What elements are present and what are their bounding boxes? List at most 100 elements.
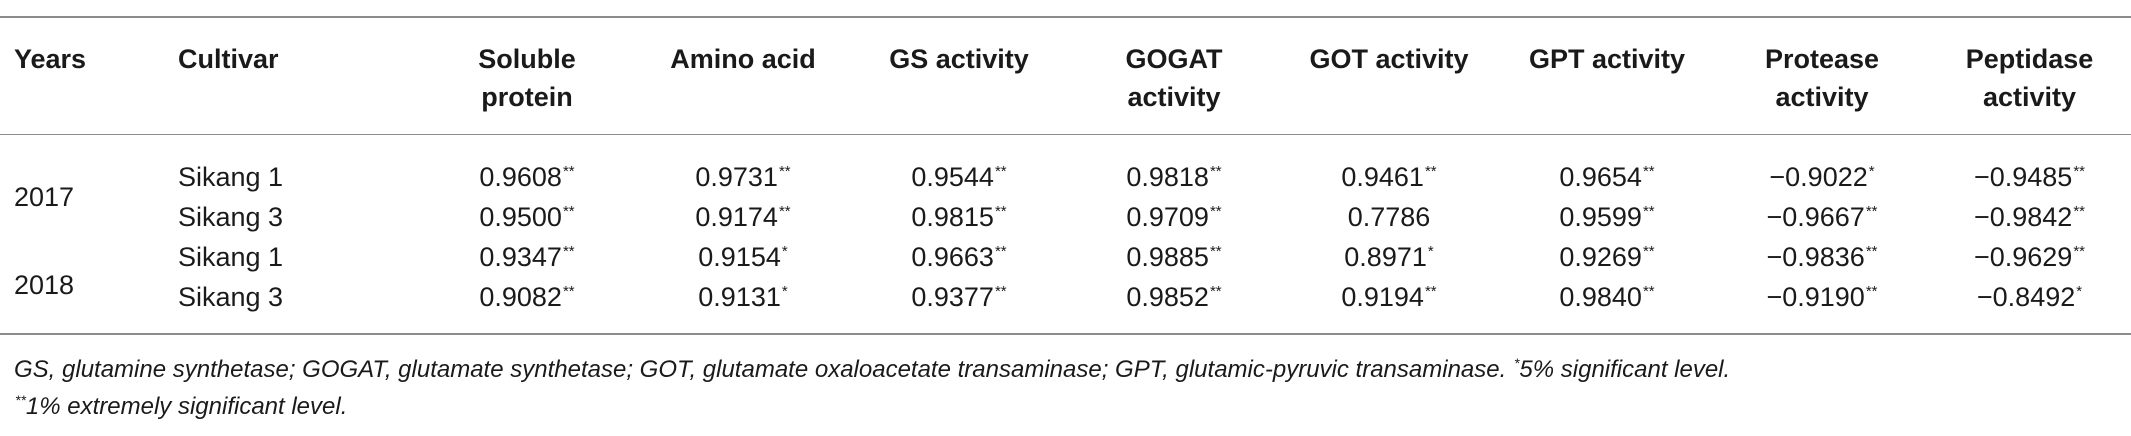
table-body: 2017 Sikang 1 0.9608** 0.9731** 0.9544** 0.98… xyxy=(0,135,2131,333)
correlation-value: 0.9544 xyxy=(911,162,994,192)
significance-mark: ** xyxy=(562,163,575,180)
correlation-value: −0.8492 xyxy=(1976,282,2076,312)
significance-mark: ** xyxy=(562,283,575,300)
column-header: GOGAT activity xyxy=(1068,18,1280,134)
correlation-value: 0.9818 xyxy=(1126,162,1209,192)
value-cell: 0.9663** xyxy=(850,237,1068,277)
column-header-line: Cultivar xyxy=(178,44,279,74)
column-header-line: GOT activity xyxy=(1309,44,1469,74)
significance-mark: ** xyxy=(1642,163,1655,180)
correlation-value: 0.9131 xyxy=(698,282,781,312)
value-cell: 0.8971* xyxy=(1280,237,1498,277)
correlation-value: 0.9654 xyxy=(1559,162,1642,192)
footnote-line-1: GS, glutamine synthetase; GOGAT, glutama… xyxy=(14,351,1730,388)
significance-mark: * xyxy=(781,243,788,260)
correlation-value: 0.9174 xyxy=(695,202,778,232)
significance-mark: ** xyxy=(1642,203,1655,220)
value-cell: 0.9174** xyxy=(636,197,850,237)
table-top-rule xyxy=(0,16,2131,18)
footnote-abbreviations: GS, glutamine synthetase; GOGAT, glutama… xyxy=(14,356,1513,383)
correlation-table-body: 2017 Sikang 1 0.9608** 0.9731** 0.9544** 0.98… xyxy=(0,135,2131,333)
value-cell: −0.9667** xyxy=(1716,197,1928,237)
year-cell: 2018 xyxy=(14,270,75,300)
column-header: Amino acid xyxy=(636,18,850,134)
correlation-value: 0.9885 xyxy=(1126,242,1209,272)
correlation-value: 0.9377 xyxy=(911,282,994,312)
significance-mark: ** xyxy=(1865,243,1878,260)
correlation-table-container: Years Cultivar Soluble protein Amino acid GS … xyxy=(0,16,2131,335)
value-cell: 0.9194** xyxy=(1280,277,1498,333)
correlation-table: Years Cultivar Soluble protein Amino acid GS … xyxy=(0,18,2131,134)
value-cell: 0.9082** xyxy=(418,277,636,333)
correlation-value: 0.9461 xyxy=(1341,162,1424,192)
column-header: Years xyxy=(0,18,178,134)
significance-mark: ** xyxy=(1424,163,1437,180)
column-header-line: GPT activity xyxy=(1528,44,1686,74)
value-cell: −0.9836** xyxy=(1716,237,1928,277)
significance-mark: ** xyxy=(2073,163,2086,180)
year-cell: 2017 xyxy=(14,182,75,212)
correlation-value: −0.9667 xyxy=(1766,202,1865,232)
column-header: Peptidase activity xyxy=(1928,18,2131,134)
significance-mark: ** xyxy=(1642,283,1655,300)
value-cell: −0.8492* xyxy=(1928,277,2131,333)
significance-mark: ** xyxy=(994,283,1007,300)
correlation-value: −0.9629 xyxy=(1973,242,2073,272)
column-header-line: Years xyxy=(14,44,87,74)
correlation-value: 0.7786 xyxy=(1347,202,1431,232)
column-header-line: Protease xyxy=(1764,44,1880,74)
value-cell: 0.9840** xyxy=(1498,277,1716,333)
significance-mark: ** xyxy=(2073,243,2086,260)
header-bottom-rule xyxy=(0,134,2131,135)
correlation-value: −0.9842 xyxy=(1973,202,2073,232)
correlation-value: 0.9082 xyxy=(479,282,562,312)
footnote-1pct-level: 1% extremely significant level. xyxy=(25,393,348,420)
column-header-line: activity xyxy=(1127,82,1221,112)
significance-mark: ** xyxy=(778,203,791,220)
column-header-line: GOGAT xyxy=(1125,44,1223,74)
correlation-value: −0.9836 xyxy=(1766,242,1865,272)
value-cell: 0.9500** xyxy=(418,197,636,237)
significance-mark: ** xyxy=(1209,283,1222,300)
table-footnote: GS, glutamine synthetase; GOGAT, glutama… xyxy=(14,351,1730,425)
value-cell: −0.9485** xyxy=(1928,135,2131,197)
value-cell: 0.9709** xyxy=(1068,197,1280,237)
column-header-line: Amino acid xyxy=(670,44,816,74)
correlation-value: −0.9190 xyxy=(1766,282,1865,312)
significance-mark: ** xyxy=(994,243,1007,260)
correlation-value: 0.9194 xyxy=(1341,282,1424,312)
footnote-double-asterisk: ** xyxy=(15,392,26,408)
correlation-value: 0.9500 xyxy=(479,202,562,232)
significance-mark: ** xyxy=(562,203,575,220)
column-header-line: activity xyxy=(1775,82,1869,112)
table-row: Sikang 3 0.9500** 0.9174** 0.9815** 0.9709**… xyxy=(0,197,2131,237)
correlation-value: 0.9608 xyxy=(479,162,562,192)
value-cell: 0.9154* xyxy=(636,237,850,277)
value-cell: 0.9461** xyxy=(1280,135,1498,197)
footnote-5pct-level: 5% significant level. xyxy=(1519,356,1731,383)
value-cell: −0.9842** xyxy=(1928,197,2131,237)
correlation-value: 0.9815 xyxy=(911,202,994,232)
significance-mark: ** xyxy=(1865,203,1878,220)
significance-mark: ** xyxy=(1209,203,1222,220)
correlation-value: 0.9347 xyxy=(479,242,562,272)
column-header: Protease activity xyxy=(1716,18,1928,134)
value-cell: 0.9815** xyxy=(850,197,1068,237)
value-cell: 0.9852** xyxy=(1068,277,1280,333)
significance-mark: * xyxy=(2076,283,2083,300)
column-header-line: activity xyxy=(1982,82,2077,112)
correlation-value: −0.9022 xyxy=(1769,162,1868,192)
correlation-value: 0.9840 xyxy=(1559,282,1642,312)
column-header: Soluble protein xyxy=(418,18,636,134)
significance-mark: * xyxy=(781,283,788,300)
correlation-value: 0.9709 xyxy=(1126,202,1209,232)
value-cell: 0.7786 xyxy=(1280,197,1498,237)
column-header-line: protein xyxy=(481,82,573,112)
significance-mark: * xyxy=(1427,243,1434,260)
table-header: Years Cultivar Soluble protein Amino acid GS … xyxy=(0,18,2131,134)
significance-mark: ** xyxy=(1209,163,1222,180)
value-cell: 0.9818** xyxy=(1068,135,1280,197)
column-header-line: Peptidase xyxy=(1965,44,2094,74)
correlation-value: 0.9852 xyxy=(1126,282,1209,312)
correlation-value: 0.9154 xyxy=(698,242,781,272)
